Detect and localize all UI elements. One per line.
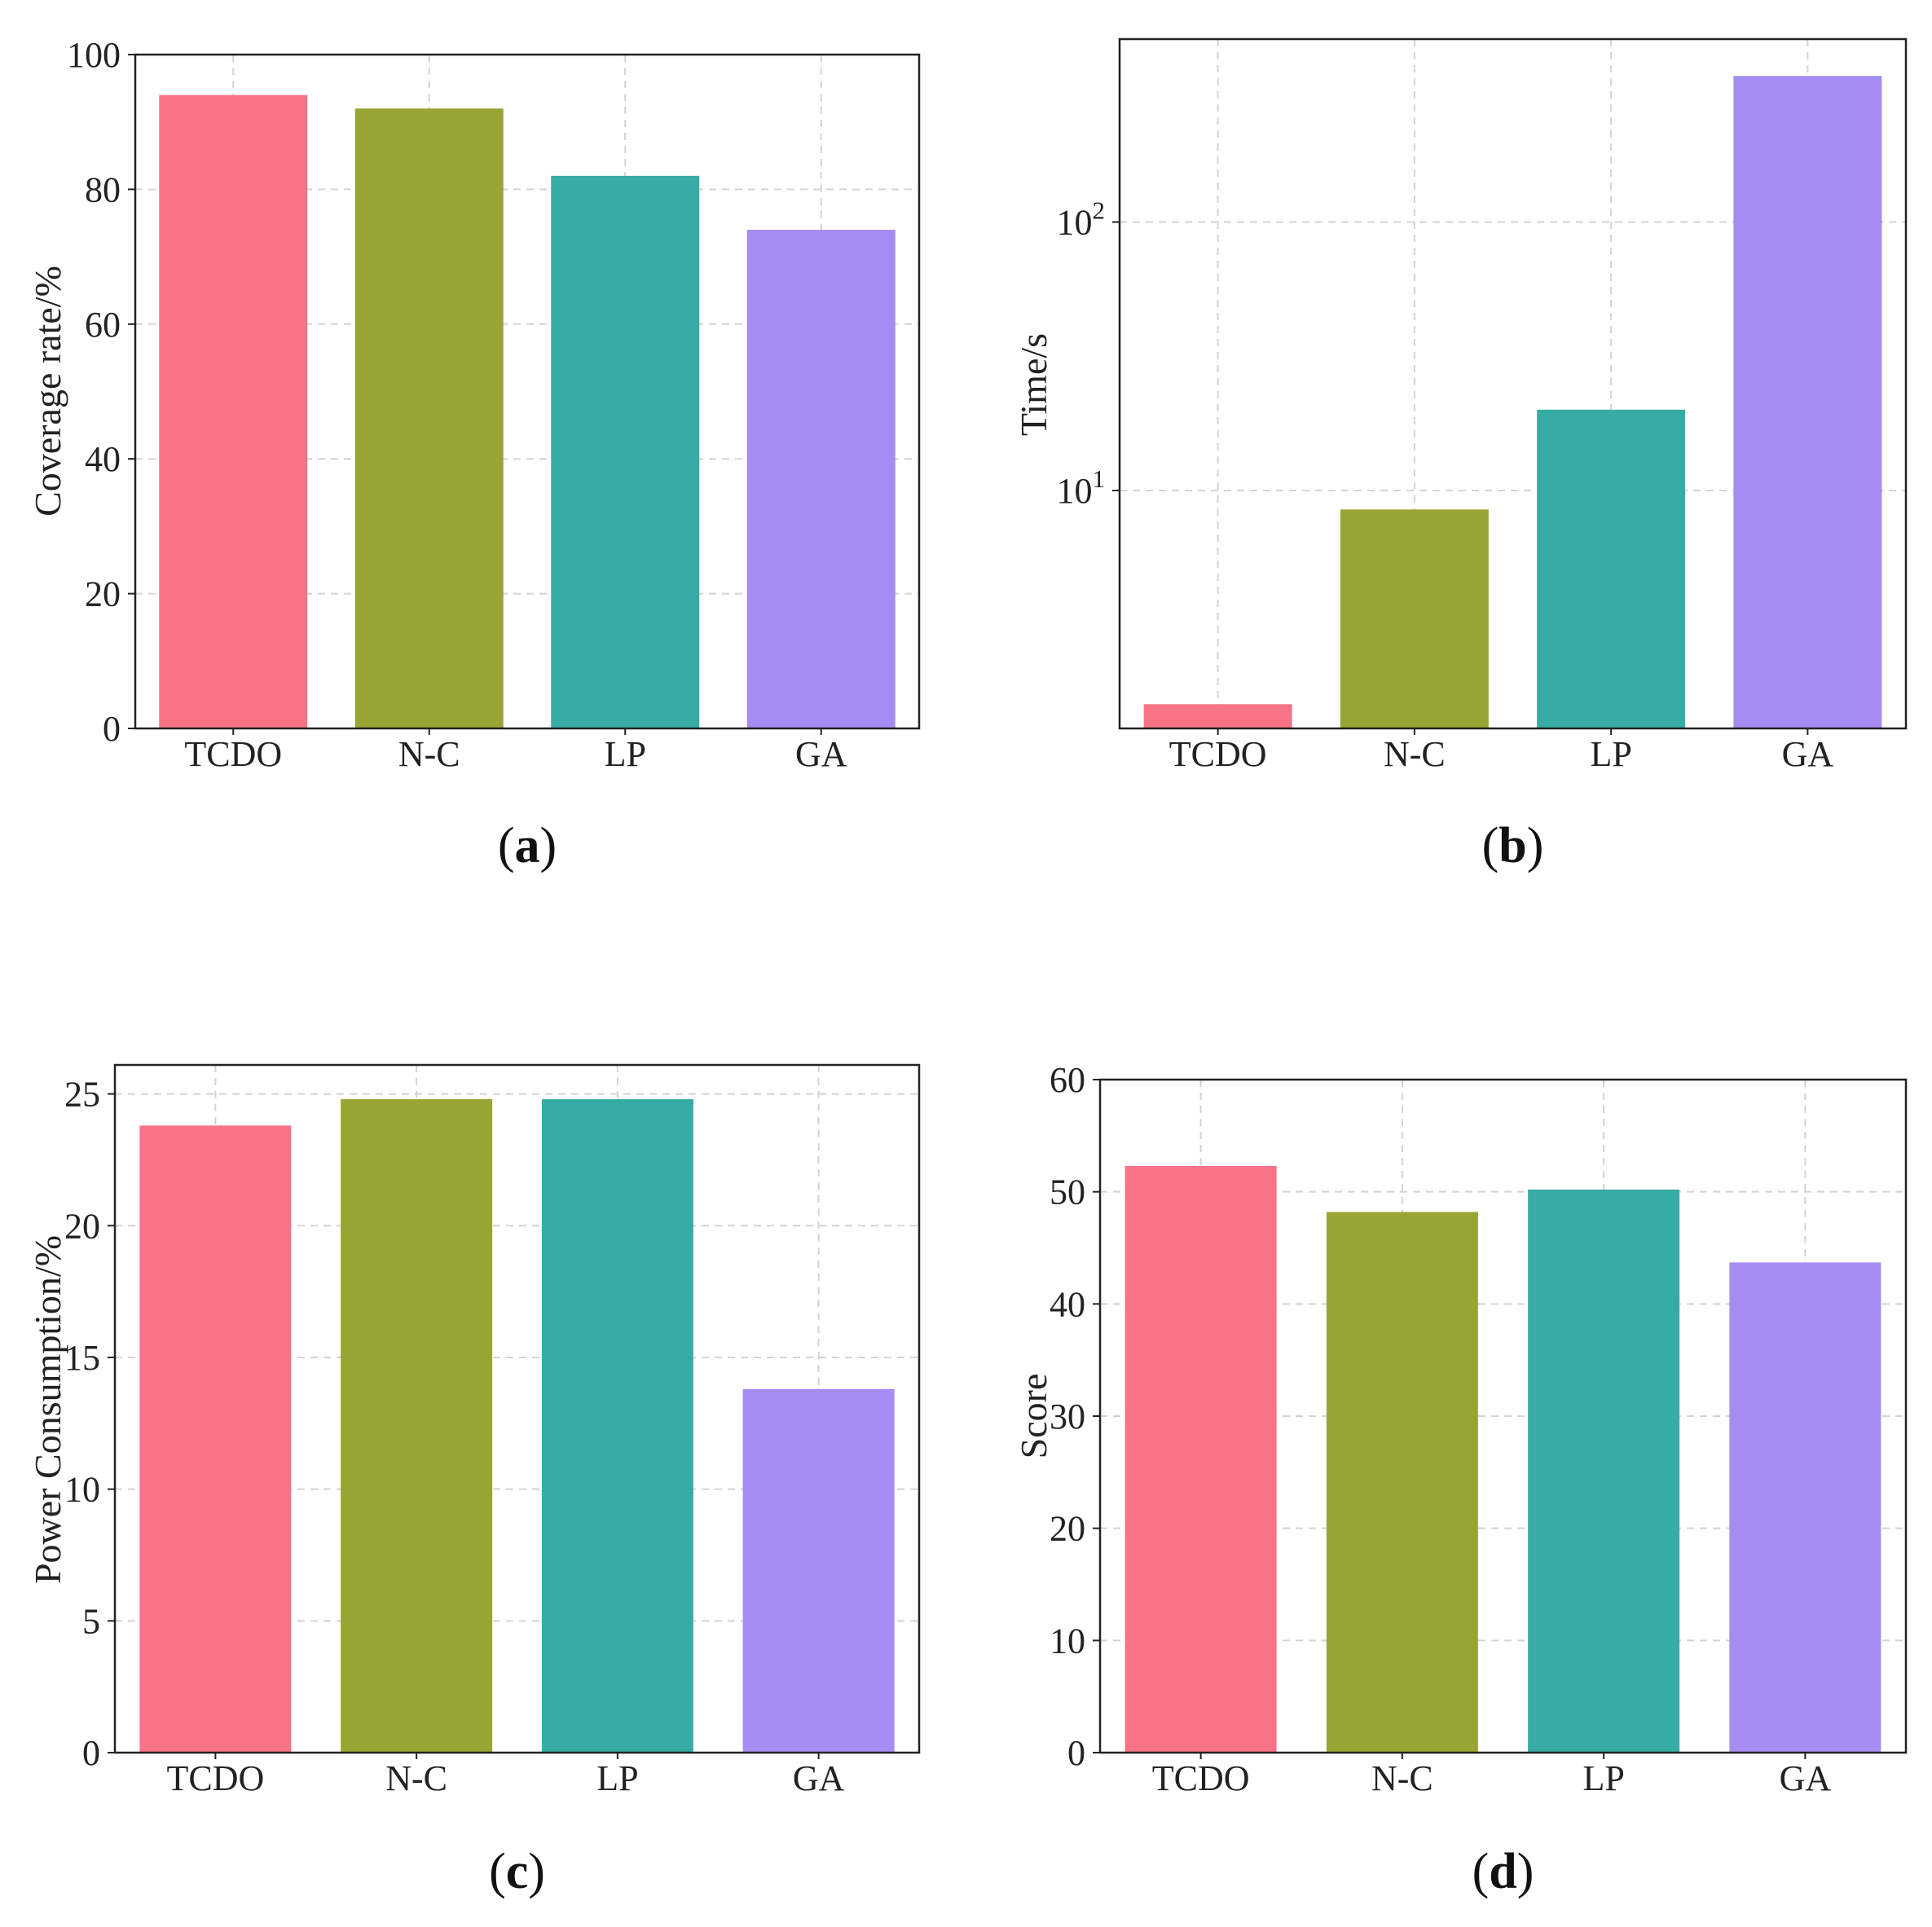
panel-caption: (a) — [498, 818, 557, 873]
y-tick-label: 20 — [64, 1206, 100, 1246]
bar-ga — [746, 230, 896, 728]
x-tick-label: TCDO — [1169, 734, 1267, 774]
x-tick-label: GA — [1780, 1758, 1832, 1798]
y-tick-label: 20 — [1050, 1509, 1085, 1549]
chart-panel-a: 0 20 40 60 80 100 TCDO N-C LP GA Coverage rate/% (a… — [27, 35, 921, 873]
x-tick-label: N-C — [398, 734, 460, 774]
y-tick-label: 0 — [1067, 1733, 1085, 1773]
panel-caption: (c) — [489, 1844, 545, 1899]
bar-ga — [742, 1388, 895, 1753]
x-tick-label: TCDO — [1152, 1758, 1250, 1798]
bar-ga — [1733, 76, 1882, 729]
y-axis-label: Coverage rate/% — [27, 266, 68, 517]
y-tick-label: 102 — [1057, 196, 1106, 242]
y-tick-label: 40 — [85, 439, 121, 479]
plot-frame — [134, 53, 921, 730]
y-tick-label: 10 — [1050, 1621, 1085, 1661]
y-axis-label: Score — [1013, 1374, 1054, 1459]
y-tick-label: 50 — [1050, 1172, 1085, 1212]
y-tick-label: 80 — [85, 169, 121, 209]
x-tick-label: GA — [1782, 734, 1834, 774]
bar-n-c — [354, 108, 504, 728]
chart-panel-c: 0 5 10 15 20 25 TCDO N-C LP GA Power Consumption/%… — [27, 1063, 921, 1899]
y-tick-label: 25 — [64, 1075, 100, 1115]
x-tick-label: LP — [605, 734, 646, 774]
panel-caption: (d) — [1472, 1844, 1534, 1899]
plot-frame — [113, 1063, 921, 1754]
y-axis-label: Power Consumption/% — [27, 1235, 68, 1584]
bar-lp — [1528, 1189, 1680, 1753]
x-tick-label: GA — [793, 1758, 845, 1798]
bar-ga — [1729, 1262, 1881, 1753]
y-tick-label: 100 — [67, 35, 121, 75]
bar-n-c — [341, 1099, 493, 1753]
chart-panel-d: 0 10 20 30 40 50 60 TCDO N-C LP GA Score (d) — [1013, 1060, 1908, 1899]
x-tick-label: TCDO — [166, 1758, 264, 1798]
bar-lp — [1537, 409, 1686, 728]
bar-n-c — [1340, 509, 1489, 728]
x-tick-label: LP — [596, 1758, 638, 1798]
bar-tcdo — [139, 1125, 292, 1753]
bar-lp — [551, 175, 700, 729]
bar-lp — [541, 1099, 693, 1753]
x-tick-label: LP — [1590, 734, 1631, 774]
bar-tcdo — [1143, 704, 1292, 728]
y-tick-label: 0 — [82, 1733, 100, 1773]
y-tick-label: 30 — [1050, 1397, 1085, 1436]
y-tick-label: 101 — [1057, 464, 1106, 511]
y-tick-label: 20 — [85, 574, 121, 614]
panel-caption: (b) — [1482, 818, 1544, 873]
chart-panel-b: 101 102 TCDO N-C LP GA Time/s (b) — [1013, 37, 1908, 873]
x-tick-label: N-C — [1384, 734, 1446, 774]
plot-frame — [1118, 37, 1908, 730]
y-tick-label: 60 — [85, 305, 121, 345]
x-tick-label: TCDO — [184, 734, 282, 774]
y-tick-label: 10 — [64, 1470, 100, 1510]
x-tick-label: N-C — [385, 1758, 447, 1798]
bar-tcdo — [159, 95, 308, 729]
y-tick-label: 40 — [1050, 1284, 1085, 1324]
y-tick-label: 0 — [103, 709, 121, 749]
y-tick-label: 60 — [1050, 1060, 1085, 1100]
y-tick-label: 5 — [82, 1601, 100, 1641]
bar-tcdo — [1124, 1166, 1277, 1753]
x-tick-label: GA — [795, 734, 847, 774]
bar-n-c — [1326, 1212, 1478, 1753]
x-tick-label: LP — [1582, 1758, 1624, 1798]
x-tick-label: N-C — [1371, 1758, 1433, 1798]
y-axis-label: Time/s — [1013, 333, 1054, 436]
y-tick-label: 15 — [64, 1338, 100, 1378]
